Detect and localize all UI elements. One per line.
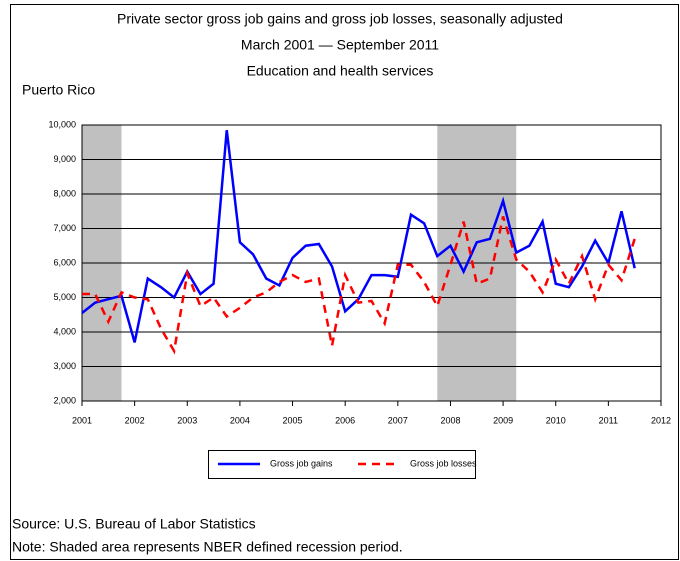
y-tick-label: 10,000: [48, 119, 76, 129]
x-tick-label: 2003: [177, 415, 197, 425]
chart-subtitle: Education and health services: [247, 63, 434, 79]
x-tick-label: 2010: [546, 415, 566, 425]
x-tick-label: 2012: [651, 415, 671, 425]
frame: [10, 4, 679, 560]
series-line: [82, 216, 636, 355]
y-tick-label: 7,000: [53, 223, 76, 233]
x-tick-label: 2011: [599, 415, 618, 425]
y-tick-label: 8,000: [53, 188, 76, 198]
source: Source: U.S. Bureau of Labor Statistics: [12, 516, 256, 532]
y-tick-label: 6,000: [53, 257, 76, 267]
x-tick-label: 2009: [493, 415, 513, 425]
chart-title: Private sector gross job gains and gross…: [117, 11, 563, 27]
legend-label: Gross job gains: [270, 458, 333, 468]
x-tick-label: 2001: [72, 415, 92, 425]
y-tick-label: 3,000: [53, 361, 76, 371]
x-tick-label: 2008: [440, 415, 460, 425]
x-tick-label: 2006: [335, 415, 355, 425]
x-tick-label: 2002: [125, 415, 145, 425]
plot-border: [81, 124, 662, 402]
region-label: Puerto Rico: [22, 82, 95, 98]
legend-label: Gross job losses: [410, 458, 477, 468]
note: Note: Shaded area represents NBER define…: [12, 539, 403, 555]
y-tick-label: 5,000: [53, 292, 76, 302]
legend-box: [208, 450, 476, 479]
series-line: [81, 130, 636, 343]
x-tick-label: 2004: [230, 415, 250, 425]
x-tick-label: 2005: [283, 415, 303, 425]
y-tick-label: 2,000: [53, 395, 76, 405]
y-tick-label: 9,000: [53, 154, 76, 164]
y-tick-label: 4,000: [53, 326, 76, 336]
chart-subtitle: March 2001 — September 2011: [241, 37, 439, 53]
x-tick-label: 2007: [388, 415, 408, 425]
